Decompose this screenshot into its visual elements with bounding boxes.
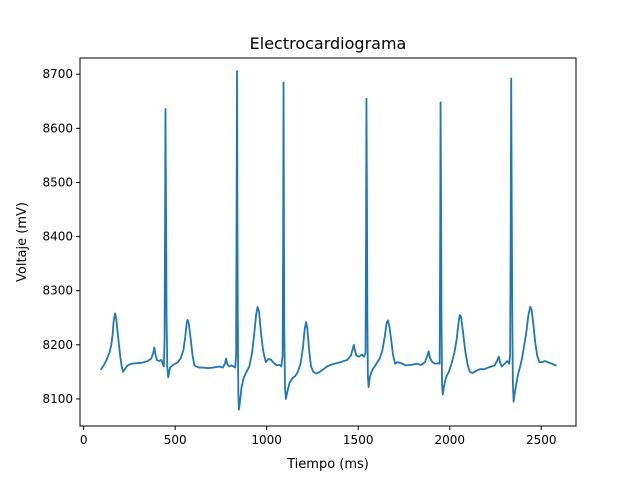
y-tick-label: 8600 bbox=[42, 121, 73, 135]
x-tick-label: 1500 bbox=[343, 433, 374, 447]
x-tick-label: 2500 bbox=[526, 433, 557, 447]
x-tick-label: 1000 bbox=[251, 433, 282, 447]
series-layer bbox=[100, 70, 557, 411]
x-axis-label: Tiempo (ms) bbox=[286, 457, 369, 472]
axis-ticks: 0 500 1000 1500 2000 2500 8100 8200 8300 8400 8500… bbox=[42, 67, 556, 447]
x-tick-label: 0 bbox=[80, 433, 88, 447]
x-tick-label: 2000 bbox=[434, 433, 465, 447]
x-tick-label: 500 bbox=[164, 433, 187, 447]
y-tick-label: 8300 bbox=[42, 284, 73, 298]
y-tick-label: 8100 bbox=[42, 392, 73, 406]
plot-frame bbox=[79, 57, 577, 427]
y-axis-label: Voltaje (mV) bbox=[15, 202, 30, 282]
chart-title: Electrocardiograma bbox=[250, 34, 407, 53]
y-tick-label: 8200 bbox=[42, 338, 73, 352]
y-tick-label: 8500 bbox=[42, 175, 73, 189]
ecg-series-line bbox=[100, 70, 557, 411]
y-tick-label: 8700 bbox=[42, 67, 73, 81]
y-tick-label: 8400 bbox=[42, 230, 73, 244]
